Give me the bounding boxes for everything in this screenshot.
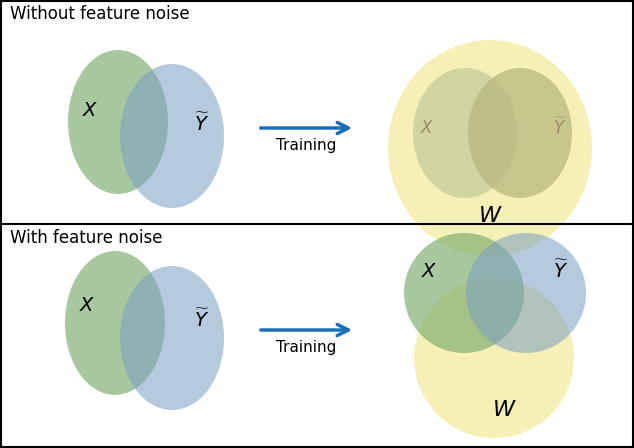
Text: $X$: $X$: [421, 262, 437, 280]
Text: Training: Training: [276, 138, 336, 152]
Ellipse shape: [68, 50, 168, 194]
Ellipse shape: [468, 68, 572, 198]
Text: $\widetilde{Y}$: $\widetilde{Y}$: [553, 260, 569, 282]
Ellipse shape: [120, 64, 224, 208]
Text: $\widetilde{Y}$: $\widetilde{Y}$: [194, 309, 210, 331]
Text: $X$: $X$: [79, 296, 95, 314]
Ellipse shape: [413, 68, 517, 198]
Text: $W$: $W$: [491, 400, 516, 420]
Text: Without feature noise: Without feature noise: [10, 5, 190, 23]
Text: $\widetilde{Y}$: $\widetilde{Y}$: [194, 113, 210, 135]
Ellipse shape: [414, 278, 574, 438]
Ellipse shape: [466, 233, 586, 353]
Ellipse shape: [65, 251, 165, 395]
Text: $W$: $W$: [477, 206, 502, 226]
Ellipse shape: [120, 266, 224, 410]
Ellipse shape: [404, 233, 524, 353]
Text: $X$: $X$: [420, 119, 434, 137]
Text: With feature noise: With feature noise: [10, 229, 162, 247]
Text: Training: Training: [276, 340, 336, 354]
Ellipse shape: [388, 40, 592, 256]
Text: $X$: $X$: [82, 100, 98, 120]
Text: $\widetilde{Y}$: $\widetilde{Y}$: [553, 118, 567, 138]
